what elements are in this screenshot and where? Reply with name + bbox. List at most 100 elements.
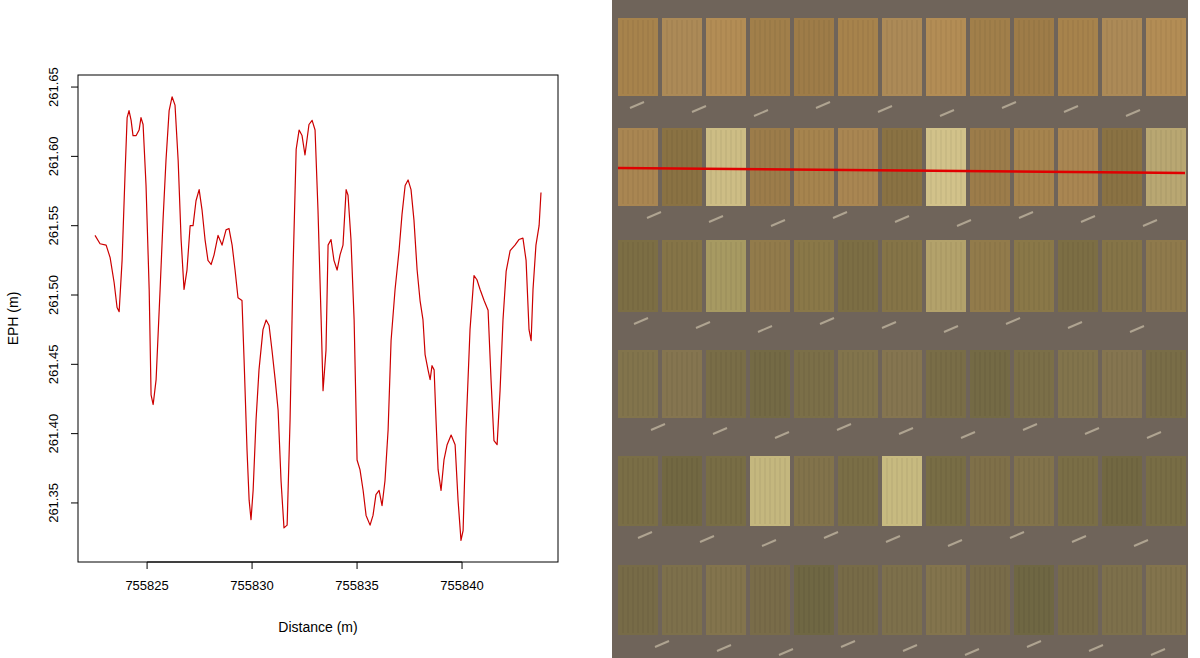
crop-row: [975, 242, 976, 310]
crop-row: [1156, 20, 1157, 94]
field-plot: [838, 18, 878, 96]
crop-row: [1117, 458, 1118, 524]
straw: [1010, 532, 1024, 538]
crop-row: [941, 352, 942, 416]
crop-row: [1029, 242, 1030, 310]
field-plot: [662, 456, 702, 526]
crop-row: [975, 567, 976, 633]
crop-row: [731, 458, 732, 524]
crop-row: [1088, 20, 1089, 94]
x-tick-label: 755835: [335, 578, 378, 593]
crop-row: [868, 242, 869, 310]
crop-row: [951, 567, 952, 633]
crop-row: [995, 130, 996, 204]
crop-row: [961, 458, 962, 524]
crop-row: [1107, 20, 1108, 94]
straw: [957, 220, 971, 226]
crop-row: [1117, 20, 1118, 94]
field-plot: [1058, 240, 1098, 312]
crop-row: [1166, 242, 1167, 310]
crop-row: [711, 567, 712, 633]
crop-row: [677, 130, 678, 204]
crop-row: [682, 242, 683, 310]
crop-row: [1039, 130, 1040, 204]
crop-row: [697, 242, 698, 310]
crop-row: [770, 352, 771, 416]
y-tick: [71, 433, 78, 434]
crop-row: [951, 352, 952, 416]
crop-row: [1034, 458, 1035, 524]
crop-row: [1117, 567, 1118, 633]
crop-row: [868, 130, 869, 204]
crop-row: [1107, 242, 1108, 310]
crop-row: [692, 130, 693, 204]
crop-row: [1000, 20, 1001, 94]
crop-row: [1093, 242, 1094, 310]
crop-row: [848, 567, 849, 633]
crop-row: [687, 130, 688, 204]
crop-row: [1181, 567, 1182, 633]
crop-row: [1137, 130, 1138, 204]
crop-row: [961, 567, 962, 633]
crop-row: [985, 20, 986, 94]
crop-row: [785, 242, 786, 310]
crop-row: [1024, 130, 1025, 204]
crop-row: [780, 242, 781, 310]
crop-row: [633, 242, 634, 310]
crop-row: [946, 567, 947, 633]
crop-row: [829, 352, 830, 416]
crop-row: [648, 130, 649, 204]
crop-row: [1068, 567, 1069, 633]
crop-row: [716, 242, 717, 310]
crop-row: [1137, 20, 1138, 94]
crop-row: [1171, 567, 1172, 633]
crop-row: [814, 130, 815, 204]
crop-row: [804, 20, 805, 94]
crop-row: [951, 458, 952, 524]
crop-row: [1088, 242, 1089, 310]
crop-row: [1176, 242, 1177, 310]
crop-row: [848, 20, 849, 94]
straw: [903, 645, 917, 651]
field-plot: [970, 128, 1010, 206]
crop-row: [653, 20, 654, 94]
crop-row: [1181, 130, 1182, 204]
crop-row: [863, 20, 864, 94]
crop-row: [980, 242, 981, 310]
field-plot: [706, 565, 746, 635]
crop-row: [667, 352, 668, 416]
crop-row: [623, 352, 624, 416]
crop-row: [936, 352, 937, 416]
crop-row: [1049, 242, 1050, 310]
crop-row: [887, 567, 888, 633]
crop-row: [1088, 130, 1089, 204]
crop-row: [814, 20, 815, 94]
crop-row: [692, 242, 693, 310]
field-plot: [970, 350, 1010, 418]
crop-row: [1029, 567, 1030, 633]
crop-row: [1005, 567, 1006, 633]
straw: [1126, 110, 1140, 116]
crop-row: [653, 352, 654, 416]
crop-row: [863, 458, 864, 524]
crop-row: [1034, 20, 1035, 94]
crop-row: [785, 352, 786, 416]
crop-row: [765, 458, 766, 524]
straw: [762, 540, 776, 546]
field-plot: [926, 128, 966, 206]
field-plot: [1014, 350, 1054, 418]
crop-row: [985, 567, 986, 633]
crop-row: [726, 242, 727, 310]
crop-row: [638, 20, 639, 94]
crop-row: [1122, 352, 1123, 416]
crop-row: [682, 20, 683, 94]
straw: [634, 318, 648, 324]
field-plot: [618, 350, 658, 418]
crop-row: [721, 242, 722, 310]
crop-row: [829, 20, 830, 94]
crop-row: [1156, 242, 1157, 310]
crop-row: [1034, 567, 1035, 633]
crop-row: [780, 458, 781, 524]
crop-row: [648, 20, 649, 94]
crop-row: [848, 458, 849, 524]
